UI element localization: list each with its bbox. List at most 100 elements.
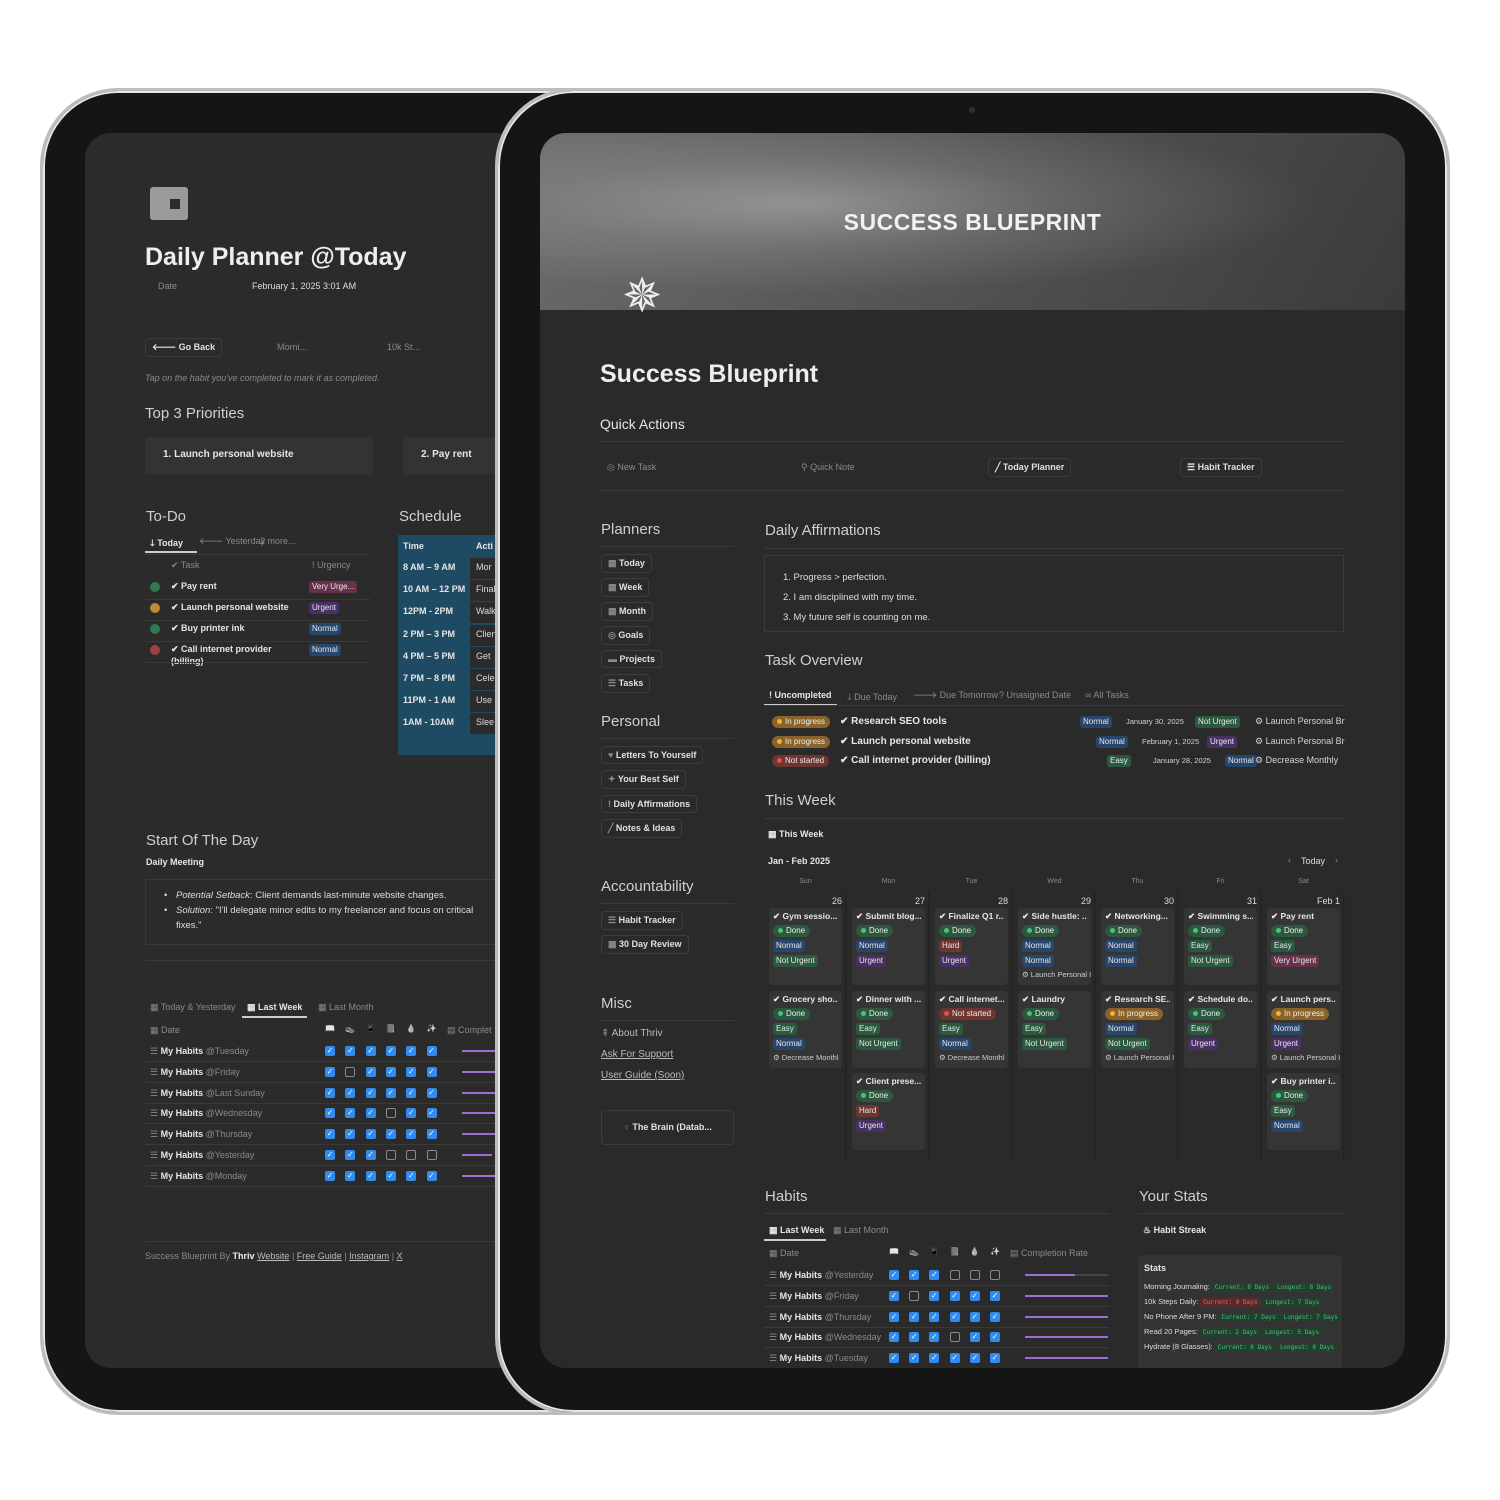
habit-checkbox[interactable]: ✓ — [345, 1170, 356, 1181]
habit-checkbox[interactable]: ✓ — [406, 1066, 417, 1077]
habit-link-steps[interactable]: 10k St... — [387, 342, 421, 352]
habit-checkbox[interactable]: ✓ — [909, 1353, 920, 1364]
habit-row[interactable]: ☰ My Habits @Wednesday — [769, 1332, 881, 1343]
habit-checkbox[interactable]: ✓ — [385, 1129, 396, 1140]
habit-checkbox[interactable]: ✓ — [949, 1290, 960, 1301]
calendar-card[interactable]: ✔ Pay rent Done Easy Very Urgent — [1267, 908, 1340, 985]
calendar-card[interactable]: ✔ Dinner with ... Done Easy Not Urgent — [852, 990, 925, 1068]
habit-row[interactable]: ☰ My Habits @Wednesday — [150, 1108, 262, 1119]
todo-row[interactable]: ✔ Pay rent — [171, 580, 301, 592]
habit-checkbox[interactable]: ✓ — [345, 1087, 356, 1098]
habit-checkbox[interactable]: ✓ — [406, 1129, 417, 1140]
calendar-card[interactable]: ✔ Schedule do... Done Easy Urgent — [1184, 990, 1257, 1068]
task-tab-due-today[interactable]: 🡓 Due Today — [847, 692, 898, 702]
status-dot[interactable] — [150, 645, 160, 655]
habit-checkbox[interactable]: ✓ — [889, 1353, 899, 1364]
habit-tab-last-month[interactable]: ▦ Last Month — [833, 1225, 889, 1235]
habit-checkbox[interactable]: ✓ — [990, 1332, 1000, 1343]
habit-checkbox[interactable]: ✓ — [909, 1332, 920, 1343]
habit-row[interactable]: ☰ My Habits @Thursday — [769, 1312, 871, 1323]
habit-checkbox[interactable]: ✓ — [929, 1311, 940, 1322]
habit-checkbox[interactable]: ✓ — [969, 1311, 980, 1322]
habit-checkbox[interactable]: ✓ — [325, 1170, 335, 1181]
habit-checkbox[interactable]: ✓ — [385, 1066, 396, 1077]
habit-checkbox[interactable]: ✓ — [345, 1129, 356, 1140]
habit-checkbox[interactable] — [406, 1150, 417, 1160]
habit-checkbox[interactable]: ✓ — [325, 1066, 335, 1077]
habit-row[interactable]: ☰ My Habits @Last Sunday — [150, 1088, 265, 1099]
habit-checkbox[interactable] — [949, 1270, 960, 1280]
footer-link-website[interactable]: Website — [257, 1251, 290, 1261]
todo-row[interactable]: ✔ Call internet provider (billing) — [171, 643, 301, 667]
habit-checkbox[interactable]: ✓ — [990, 1353, 1000, 1364]
habit-checkbox[interactable]: ✓ — [426, 1129, 437, 1140]
quick-action-today-planner[interactable]: ╱ Today Planner — [988, 458, 1072, 477]
habit-checkbox[interactable]: ✓ — [345, 1046, 356, 1056]
habit-checkbox[interactable]: ✓ — [909, 1311, 920, 1322]
habit-checkbox[interactable]: ✓ — [365, 1066, 376, 1077]
calendar-card[interactable]: ✔ Gym sessio... Done Normal Not Urgent — [769, 908, 842, 985]
nav-letters-to-yourself[interactable]: ♥ Letters To Yourself — [601, 746, 704, 764]
task-name[interactable]: ✔ Call internet provider (billing) — [840, 755, 991, 766]
habit-checkbox[interactable]: ✓ — [889, 1332, 899, 1343]
habit-checkbox[interactable]: ✓ — [929, 1290, 940, 1301]
nav-tasks[interactable]: ☰ Tasks — [601, 674, 651, 693]
habit-checkbox[interactable]: ✓ — [406, 1170, 417, 1181]
habit-checkbox[interactable]: ✓ — [325, 1046, 335, 1056]
habit-checkbox[interactable]: ✓ — [969, 1332, 980, 1343]
habit-tab-last-week[interactable]: ▦ Last Week — [769, 1225, 825, 1235]
tab-more[interactable]: 2 more... — [260, 536, 296, 546]
habit-checkbox[interactable]: ✓ — [385, 1046, 396, 1056]
habit-row[interactable]: ☰ My Habits @Yesterday — [769, 1270, 873, 1281]
calendar-card[interactable]: ✔ Buy printer i... Done Easy Normal — [1267, 1073, 1340, 1150]
habit-row[interactable]: ☰ My Habits @Friday — [769, 1291, 859, 1302]
status-dot[interactable] — [150, 582, 160, 592]
habit-row[interactable]: ☰ My Habits @Monday — [150, 1171, 247, 1182]
task-project[interactable]: ⚙ Launch Personal Br — [1255, 716, 1345, 726]
calendar-card[interactable]: ✔ Research SE... In progress Normal Not Urg… — [1101, 990, 1174, 1068]
nav-ask-for-support[interactable]: Ask For Support — [601, 1049, 673, 1060]
calendar-card[interactable]: ✔ Submit blog... Done Normal Urgent — [852, 908, 925, 985]
the-brain-button[interactable]: ♀ The Brain (Datab... — [601, 1110, 734, 1145]
task-tab-uncompleted[interactable]: ! Uncompleted — [769, 690, 832, 700]
nav-notes-ideas[interactable]: ╱ Notes & Ideas — [601, 818, 683, 838]
habit-checkbox[interactable] — [426, 1150, 437, 1160]
habit-checkbox[interactable] — [385, 1108, 396, 1119]
habit-checkbox[interactable] — [969, 1270, 980, 1280]
habit-checkbox[interactable]: ✓ — [365, 1129, 376, 1140]
habit-checkbox[interactable] — [385, 1150, 396, 1160]
calendar-card[interactable]: ✔ Swimming s... Done Easy Not Urgent — [1184, 908, 1257, 985]
go-back-button[interactable]: 🡐 Go Back — [145, 338, 223, 357]
habit-checkbox[interactable]: ✓ — [345, 1108, 356, 1119]
habit-checkbox[interactable]: ✓ — [990, 1290, 1000, 1301]
nav-daily-affirmations[interactable]: ! Daily Affirmations — [601, 794, 698, 813]
todo-row[interactable]: ✔ Launch personal website — [171, 601, 301, 613]
habit-tab[interactable]: ▦ Today & Yesterday — [150, 1002, 236, 1012]
habit-checkbox[interactable]: ✓ — [889, 1270, 899, 1280]
habit-checkbox[interactable]: ✓ — [969, 1353, 980, 1364]
habit-checkbox[interactable]: ✓ — [929, 1332, 940, 1343]
habit-row[interactable]: ☰ My Habits @Friday — [150, 1067, 240, 1078]
nav-week[interactable]: ▦ Week — [601, 578, 650, 597]
calendar-card[interactable]: ✔ Side hustle: ... Done Normal Normal ⚙ Laun… — [1018, 908, 1091, 985]
this-week-tab[interactable]: ▦ This Week — [768, 829, 824, 839]
habit-checkbox[interactable]: ✓ — [990, 1311, 1000, 1322]
habit-checkbox[interactable]: ✓ — [889, 1311, 899, 1322]
habit-link-morning[interactable]: Morni... — [277, 342, 308, 352]
habit-checkbox[interactable]: ✓ — [426, 1170, 437, 1181]
tab-today[interactable]: 🡓 Today — [150, 538, 184, 548]
habit-checkbox[interactable]: ✓ — [949, 1311, 960, 1322]
task-project[interactable]: ⚙ Launch Personal Br — [1255, 735, 1345, 746]
habit-checkbox[interactable]: ✓ — [909, 1270, 920, 1280]
habit-checkbox[interactable]: ✓ — [365, 1046, 376, 1056]
task-tab-all-tasks[interactable]: ∞ All Tasks — [1085, 690, 1129, 700]
habit-checkbox[interactable]: ✓ — [385, 1087, 396, 1098]
today-button[interactable]: Today — [1301, 856, 1326, 866]
habit-row[interactable]: ☰ My Habits @Yesterday — [150, 1150, 254, 1161]
calendar-card[interactable]: ✔ Call internet... Not started Easy Normal ⚙… — [935, 990, 1008, 1068]
nav-about-thriv[interactable]: ⇞ About Thriv — [601, 1028, 663, 1039]
habit-checkbox[interactable]: ✓ — [949, 1353, 960, 1364]
habit-checkbox[interactable]: ✓ — [365, 1150, 376, 1160]
status-dot[interactable] — [150, 603, 160, 613]
habit-checkbox[interactable]: ✓ — [365, 1170, 376, 1181]
